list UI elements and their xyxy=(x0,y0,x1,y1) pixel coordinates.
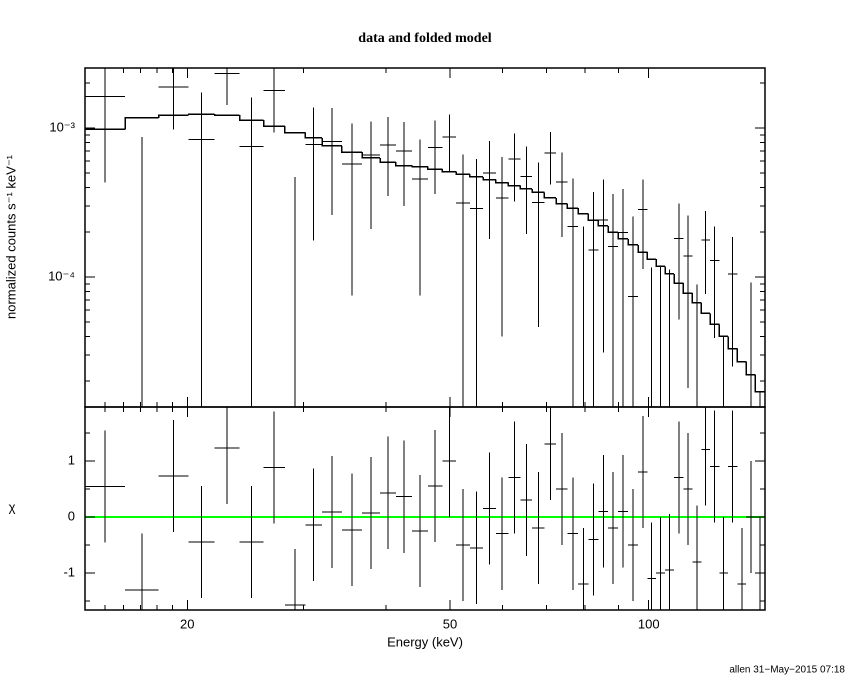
model-step xyxy=(379,157,396,163)
y-tick-label: 1 xyxy=(68,452,75,467)
axes: 10⁻⁴ 10⁻³ 20 50 100 -1 0 1 xyxy=(48,67,766,631)
model-step xyxy=(597,220,609,227)
model-step xyxy=(455,171,470,175)
model-step xyxy=(531,188,545,194)
footer: allen 31−May−2015 07:18 xyxy=(729,665,845,676)
model-step xyxy=(577,208,589,215)
chart-title: data and folded model xyxy=(358,31,492,46)
model-step xyxy=(495,179,509,184)
y-axis-label: normalized counts s⁻¹ keV⁻¹ xyxy=(3,154,18,319)
model-step xyxy=(646,252,657,260)
plot-area xyxy=(85,407,765,610)
model-step xyxy=(482,176,496,181)
model-step xyxy=(555,197,568,205)
model-step xyxy=(543,192,557,199)
model-step xyxy=(411,165,428,168)
model-step xyxy=(718,324,729,338)
model-step xyxy=(395,162,413,167)
model-step xyxy=(587,213,599,222)
model-step xyxy=(341,145,363,153)
model-step xyxy=(304,132,323,139)
model-step xyxy=(664,266,675,275)
y-axis-label: χ xyxy=(9,499,16,514)
model-step xyxy=(187,113,215,116)
model-step xyxy=(284,126,306,134)
y-tick-label: 10⁻³ xyxy=(49,119,75,134)
model-step xyxy=(700,302,711,315)
x-tick-label: 50 xyxy=(443,616,457,631)
model-step xyxy=(709,313,720,326)
y-tick-label: 0 xyxy=(68,508,75,523)
model-step xyxy=(727,336,738,350)
model-step xyxy=(124,117,159,130)
model-step xyxy=(754,374,765,393)
x-tick-label: 100 xyxy=(638,616,660,631)
model-step xyxy=(157,114,189,118)
model-step xyxy=(655,259,666,268)
model-step xyxy=(617,232,629,240)
model-step xyxy=(682,283,693,294)
model-step xyxy=(673,273,684,284)
model-step xyxy=(627,238,639,246)
y-tick-label: 10⁻⁴ xyxy=(48,268,75,283)
model-step xyxy=(469,174,484,178)
frame xyxy=(84,67,766,408)
model-step xyxy=(441,169,457,173)
model-step xyxy=(262,120,285,127)
plot-area xyxy=(85,68,765,407)
x-axis-label: Energy (keV) xyxy=(387,634,463,649)
model-step xyxy=(427,166,443,170)
model-step xyxy=(519,185,533,190)
model-step xyxy=(736,348,747,363)
model-step xyxy=(607,225,619,233)
model-step xyxy=(691,293,702,304)
x-tick-label: 20 xyxy=(180,616,194,631)
y-tick-label: -1 xyxy=(63,564,75,579)
model-step xyxy=(321,137,342,147)
model-step xyxy=(361,152,381,159)
model-step xyxy=(238,115,264,121)
model-step xyxy=(566,203,579,209)
model-step xyxy=(637,244,648,253)
model-step xyxy=(213,114,240,116)
model-step xyxy=(507,182,521,187)
frame xyxy=(84,406,766,611)
